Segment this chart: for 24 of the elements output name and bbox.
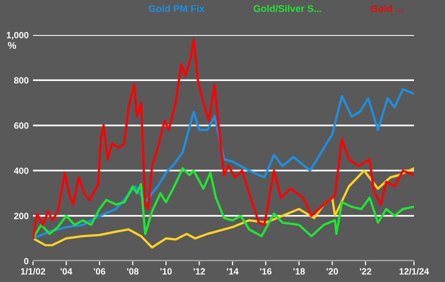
x-tick-label: '18 — [293, 268, 305, 275]
text: Gold ... — [370, 4, 403, 12]
y-tick-label: 400 — [14, 168, 28, 174]
text: Gold/Silver S... — [254, 4, 322, 12]
y-tick-label: 0 — [24, 258, 28, 264]
y-tick-label: 800 — [14, 77, 28, 84]
x-tick-label: '16 — [260, 268, 272, 275]
line-series — [33, 38, 414, 240]
line-series — [33, 88, 414, 240]
y-tick-label: 1,000 — [6, 32, 28, 40]
x-tick-label: '22 — [360, 268, 372, 274]
x-tick-label: 12/1/24 — [400, 268, 430, 275]
x-tick-label: 1/1/02 — [21, 268, 46, 275]
x-tick-label: '14 — [226, 268, 239, 274]
text: Gold PM Fix — [148, 4, 205, 12]
x-tick-label: '12 — [194, 268, 205, 274]
y-axis-title: % — [8, 42, 16, 49]
y-tick-label: 200 — [14, 212, 28, 220]
y-tick-label: 600 — [14, 122, 28, 129]
x-tick-label: '08 — [127, 268, 139, 275]
x-tick-label: '10 — [160, 268, 172, 275]
x-tick-label: '20 — [326, 268, 338, 275]
x-tick-label: '06 — [94, 268, 106, 275]
x-tick-label: '04 — [60, 268, 72, 275]
